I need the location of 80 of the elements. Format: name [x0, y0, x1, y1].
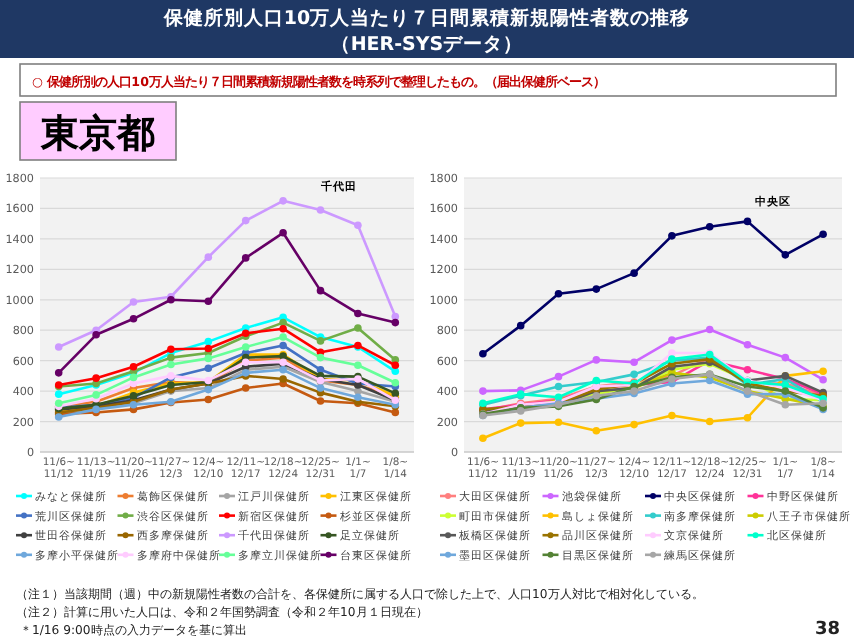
chart-title: 保健所別人口10万人当たり７日間累積新規陽性者数の推移 — [161, 6, 691, 30]
point — [668, 336, 676, 344]
point — [819, 230, 827, 239]
point — [391, 361, 400, 370]
point — [316, 206, 325, 214]
point — [668, 349, 676, 357]
point — [241, 216, 250, 225]
point — [630, 269, 638, 277]
point — [554, 382, 563, 391]
point — [630, 370, 638, 379]
point — [279, 318, 287, 327]
point — [630, 358, 638, 366]
point — [129, 298, 138, 306]
point — [354, 309, 362, 318]
point — [819, 375, 827, 384]
point — [241, 384, 250, 392]
point — [129, 315, 138, 323]
point — [241, 254, 250, 262]
point — [279, 324, 287, 333]
point — [316, 384, 325, 392]
point — [668, 411, 676, 420]
point — [204, 337, 213, 346]
point — [279, 229, 287, 237]
point — [354, 393, 362, 401]
chart-subtitle: （HER-SYSデータ） — [330, 34, 524, 56]
point — [54, 390, 63, 398]
point — [781, 401, 790, 409]
point — [316, 397, 325, 405]
point — [592, 356, 601, 364]
point — [554, 289, 563, 298]
point — [279, 197, 287, 205]
point — [705, 222, 714, 231]
point — [204, 253, 213, 261]
point — [554, 372, 563, 381]
point — [819, 367, 827, 376]
point — [204, 395, 213, 404]
point — [630, 420, 638, 429]
point — [516, 419, 525, 427]
point — [479, 387, 487, 395]
point — [316, 286, 325, 295]
point — [54, 369, 63, 377]
point — [668, 232, 676, 240]
point — [167, 353, 175, 362]
point — [479, 434, 487, 443]
point — [129, 362, 138, 371]
point — [54, 343, 63, 351]
point — [204, 354, 213, 363]
point — [204, 344, 213, 353]
point — [204, 364, 213, 373]
point — [743, 413, 752, 422]
point — [279, 333, 287, 341]
point — [92, 330, 100, 339]
point — [167, 360, 175, 369]
text: 東京都 — [39, 112, 155, 156]
point — [279, 375, 287, 383]
point — [316, 366, 325, 374]
point — [705, 325, 714, 334]
text: 38 — [814, 620, 840, 640]
point — [516, 321, 525, 330]
point — [781, 353, 790, 362]
point — [279, 341, 287, 350]
point — [129, 373, 138, 382]
point — [241, 343, 250, 351]
point — [743, 217, 752, 226]
point — [354, 324, 362, 332]
point — [743, 366, 752, 374]
point — [354, 361, 362, 370]
point — [781, 251, 790, 259]
point — [705, 417, 714, 426]
point — [592, 285, 601, 293]
point — [554, 418, 563, 427]
point — [354, 221, 362, 229]
point — [92, 374, 100, 382]
point — [316, 353, 325, 362]
point — [592, 426, 601, 435]
point — [204, 297, 213, 306]
point — [391, 367, 400, 376]
point — [391, 318, 400, 327]
point — [479, 350, 487, 358]
point — [743, 340, 752, 349]
